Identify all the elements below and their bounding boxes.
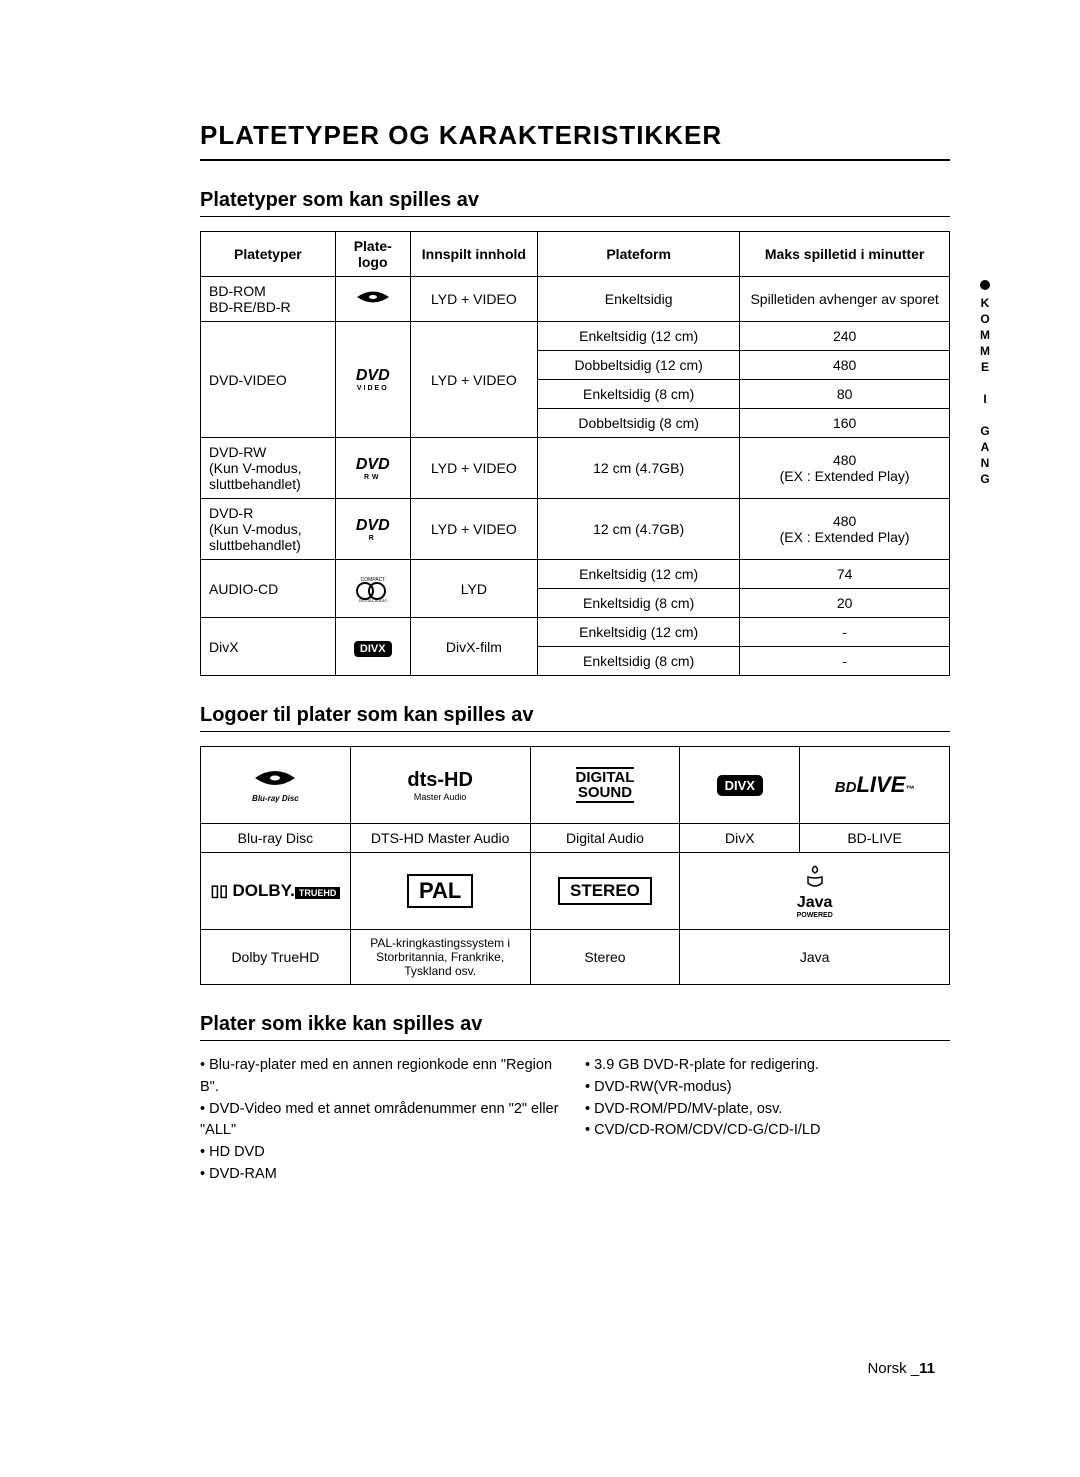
unplayable-item: 3.9 GB DVD-R-plate for redigering. [585, 1055, 950, 1077]
main-title: PLATETYPER OG KARAKTERISTIKKER [200, 120, 950, 161]
label-pal: PAL-kringkastingssystem i Storbritannia,… [350, 930, 530, 985]
cell-dvdr-time: 480(EX : Extended Play) [740, 499, 950, 560]
svg-text:DIGITAL AUDIO: DIGITAL AUDIO [358, 598, 387, 602]
unplayable-item: HD DVD [200, 1142, 565, 1164]
label-digital: Digital Audio [530, 824, 680, 853]
cell-dvdvideo-form-0: Enkeltsidig (12 cm) [538, 322, 740, 351]
logos-table: Blu-ray Disc dts-HDMaster Audio DIGITAL … [200, 746, 950, 985]
label-bdlive: BD-LIVE [800, 824, 950, 853]
cell-dvdr-type: DVD-R (Kun V-modus, sluttbehandlet) [201, 499, 336, 560]
java-cup-icon [800, 863, 830, 891]
bluray-logo-icon [250, 767, 300, 791]
label-divx: DivX [680, 824, 800, 853]
section-title-logos: Logoer til plater som kan spilles av [200, 704, 950, 732]
cell-dvdr-form: 12 cm (4.7GB) [538, 499, 740, 560]
unplayable-item: CVD/CD-ROM/CDV/CD-G/CD-I/LD [585, 1120, 950, 1142]
unplayable-item: DVD-RAM [200, 1164, 565, 1186]
logo-digitalsound: DIGITAL SOUND [530, 747, 680, 824]
bluray-icon [353, 288, 393, 310]
cell-bd-form: Enkeltsidig [538, 277, 740, 322]
footer-page: 11 [919, 1360, 935, 1377]
cell-audiocd-time-1: 20 [740, 589, 950, 618]
cell-divx-time-1: - [740, 647, 950, 676]
cell-audiocd-form-1: Enkeltsidig (8 cm) [538, 589, 740, 618]
cell-bd-type: BD-ROM BD-RE/BD-R [201, 277, 336, 322]
logo-java: Java POWERED [680, 853, 950, 930]
cell-dvdvideo-form-2: Enkeltsidig (8 cm) [538, 380, 740, 409]
unplayable-item: DVD-RW(VR-modus) [585, 1077, 950, 1099]
cell-audiocd-form-0: Enkeltsidig (12 cm) [538, 560, 740, 589]
col-innhold: Innspilt innhold [410, 232, 537, 277]
col-plateform: Plateform [538, 232, 740, 277]
cell-dvdr-logo: DVDR [335, 499, 410, 560]
cell-dvdvideo-logo: DVDVIDEO [335, 322, 410, 438]
logo-dolby: ▯▯ DOLBY.TRUEHD [201, 853, 351, 930]
col-platetyper: Platetyper [201, 232, 336, 277]
cell-dvdvideo-time-2: 80 [740, 380, 950, 409]
side-tab: KOMME I GANG [978, 280, 992, 488]
cell-dvdr-content: LYD + VIDEO [410, 499, 537, 560]
cell-dvdvideo-content: LYD + VIDEO [410, 322, 537, 438]
cell-dvdvideo-type: DVD-VIDEO [201, 322, 336, 438]
unplayable-right: 3.9 GB DVD-R-plate for redigering. DVD-R… [585, 1055, 950, 1186]
label-dolby: Dolby TrueHD [201, 930, 351, 985]
col-spilletid: Maks spilletid i minutter [740, 232, 950, 277]
cell-dvdrw-content: LYD + VIDEO [410, 438, 537, 499]
logo-dts: dts-HDMaster Audio [350, 747, 530, 824]
section-title-playable: Platetyper som kan spilles av [200, 189, 950, 217]
unplayable-left: Blu-ray-plater med en annen regionkode e… [200, 1055, 565, 1186]
section-title-unplayable: Plater som ikke kan spilles av [200, 1013, 950, 1041]
compactdisc-icon: COMPACT DIGITAL AUDIO [355, 576, 391, 602]
unplayable-item: DVD-Video med et annet områdenummer enn … [200, 1099, 565, 1143]
cell-bd-time: Spilletiden avhenger av sporet [740, 277, 950, 322]
label-java: Java [680, 930, 950, 985]
cell-divx-time-0: - [740, 618, 950, 647]
unplayable-lists: Blu-ray-plater med en annen regionkode e… [200, 1055, 950, 1186]
cell-dvdrw-logo: DVDRW [335, 438, 410, 499]
cell-dvdvideo-time-1: 480 [740, 351, 950, 380]
cell-bd-content: LYD + VIDEO [410, 277, 537, 322]
cell-divx-type: DivX [201, 618, 336, 676]
cell-audiocd-logo: COMPACT DIGITAL AUDIO [335, 560, 410, 618]
cell-audiocd-content: LYD [410, 560, 537, 618]
logo-pal: PAL [350, 853, 530, 930]
col-platelogo: Plate-logo [335, 232, 410, 277]
unplayable-item: DVD-ROM/PD/MV-plate, osv. [585, 1099, 950, 1121]
cell-dvdrw-type: DVD-RW (Kun V-modus, sluttbehandlet) [201, 438, 336, 499]
svg-text:COMPACT: COMPACT [360, 577, 385, 583]
cell-dvdvideo-time-3: 160 [740, 409, 950, 438]
logo-bluray: Blu-ray Disc [201, 747, 351, 824]
label-bluray: Blu-ray Disc [201, 824, 351, 853]
label-dts: DTS-HD Master Audio [350, 824, 530, 853]
cell-audiocd-time-0: 74 [740, 560, 950, 589]
side-tab-text: KOMME I GANG [978, 296, 992, 488]
cell-audiocd-type: AUDIO-CD [201, 560, 336, 618]
cell-bd-logo [335, 277, 410, 322]
logo-divx: DIVX [680, 747, 800, 824]
unplayable-item: Blu-ray-plater med en annen regionkode e… [200, 1055, 565, 1099]
cell-dvdrw-time: 480(EX : Extended Play) [740, 438, 950, 499]
cell-divx-form-0: Enkeltsidig (12 cm) [538, 618, 740, 647]
page-footer: Norsk _11 [867, 1360, 935, 1377]
cell-divx-logo: DIVX [335, 618, 410, 676]
tab-dot-icon [980, 280, 990, 290]
playable-types-table: Platetyper Plate-logo Innspilt innhold P… [200, 231, 950, 676]
label-stereo: Stereo [530, 930, 680, 985]
cell-divx-content: DivX-film [410, 618, 537, 676]
cell-dvdvideo-form-1: Dobbeltsidig (12 cm) [538, 351, 740, 380]
logo-bdlive: BDLIVE™ [800, 747, 950, 824]
cell-divx-form-1: Enkeltsidig (8 cm) [538, 647, 740, 676]
logo-stereo: STEREO [530, 853, 680, 930]
cell-dvdrw-form: 12 cm (4.7GB) [538, 438, 740, 499]
cell-dvdvideo-time-0: 240 [740, 322, 950, 351]
cell-dvdvideo-form-3: Dobbeltsidig (8 cm) [538, 409, 740, 438]
footer-lang: Norsk _ [867, 1360, 919, 1377]
